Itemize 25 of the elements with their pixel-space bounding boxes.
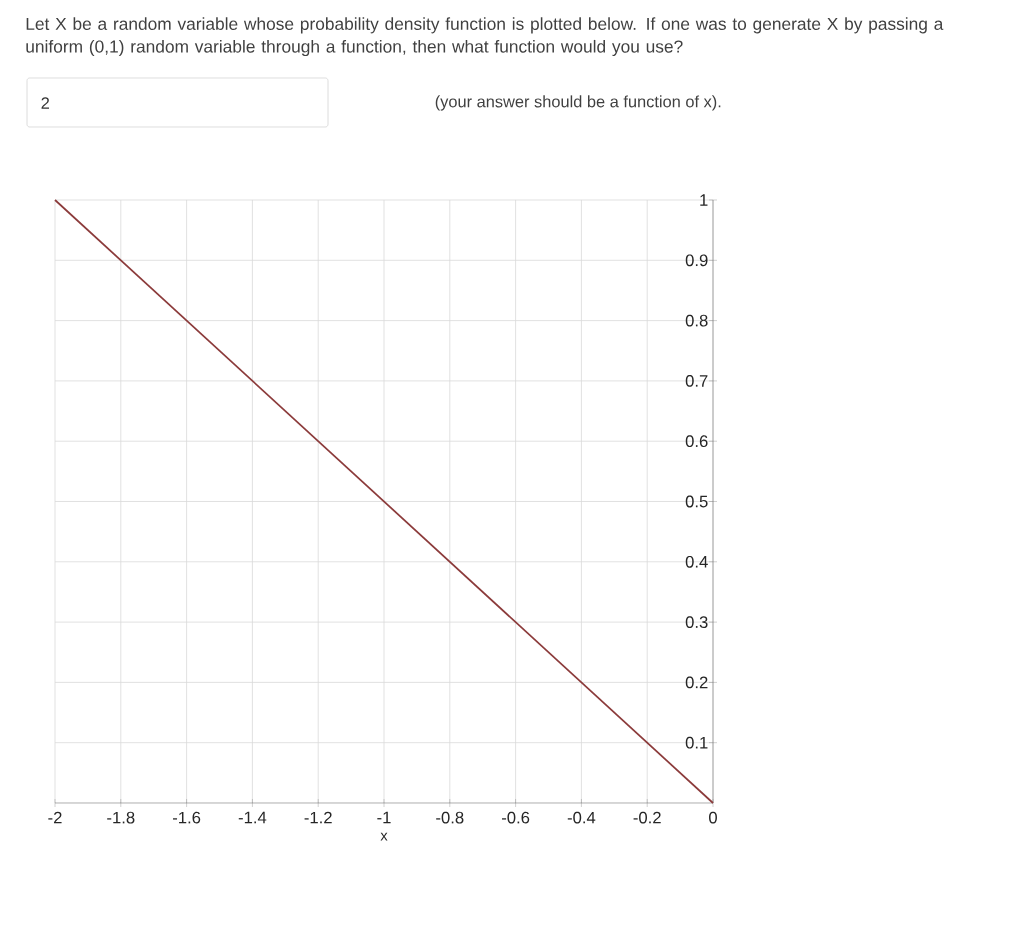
x-tick-label: -0.2	[633, 811, 661, 824]
y-tick-label: 0.6	[685, 435, 708, 448]
y-tick-label: 0.3	[685, 616, 708, 628]
x-tick-label: -2	[48, 811, 62, 824]
y-tick-label: 0.2	[685, 676, 708, 689]
y-tick-label: 0.9	[685, 254, 708, 267]
text: (your answer should be a function of x).	[435, 95, 721, 111]
x-tick-label: -1	[377, 811, 391, 824]
x-tick-label: -1.6	[172, 811, 201, 824]
x-tick-label: -1.8	[107, 811, 135, 824]
y-tick-label: 0.4	[685, 555, 708, 568]
x-tick-label: -0.8	[436, 811, 464, 824]
x-tick-label: -0.4	[567, 811, 596, 824]
y-tick-label: 0.7	[685, 375, 708, 387]
y-tick-label: 0.5	[685, 495, 708, 508]
x-axis-title: x	[380, 832, 388, 841]
x-tick-label: -0.6	[501, 811, 530, 824]
chart-title: Let X be a random variable whose probability density function is plotted below. If one was to generate X by passing a uniform (0,1) random variable through a function, then what function would you use?	[26, 17, 944, 57]
y-tick-label: 0.8	[685, 314, 708, 327]
y-tick-label: 0.1	[685, 736, 708, 749]
x-tick-label: 0	[709, 811, 717, 824]
text: 2	[41, 97, 50, 109]
x-tick-label: -1.4	[238, 811, 267, 824]
x-tick-label: -1.2	[304, 811, 332, 824]
y-tick-label: 1	[700, 194, 708, 206]
